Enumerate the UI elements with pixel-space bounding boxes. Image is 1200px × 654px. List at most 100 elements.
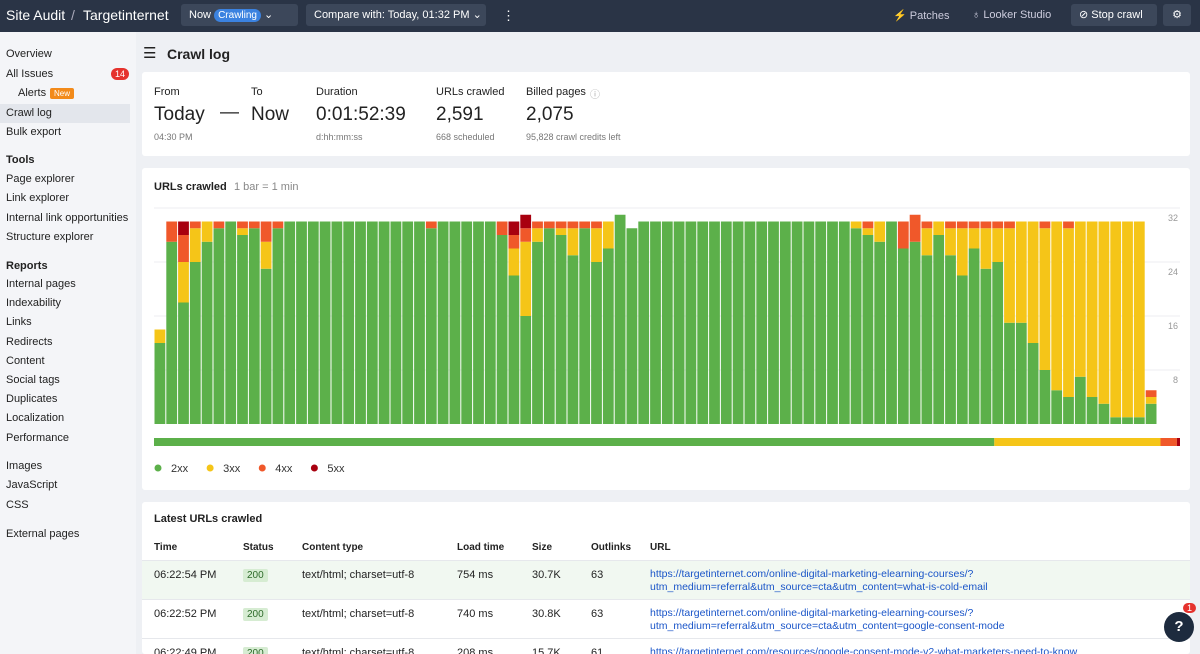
nav-item[interactable]: Links [6,316,32,329]
nav-item-active[interactable]: Crawl log [0,104,130,123]
nav-item[interactable]: JavaScript [6,479,58,492]
bar-segment [461,221,473,424]
table-title: Latest URLs crawled [154,513,263,525]
cell: 740 ms [457,608,494,620]
more-menu[interactable]: ⋮ [502,8,515,23]
url-link[interactable]: https://targetinternet.com/online-digita… [650,607,1005,632]
bar-segment [296,221,307,424]
nav-item[interactable]: Structure explorer [6,230,94,243]
bar-segment [791,221,803,424]
bar-segment [166,221,178,242]
nav-item[interactable]: Performance [6,431,69,444]
bar-segment [319,221,331,424]
bar-segment [815,221,827,424]
bar-segment [897,221,909,249]
patches[interactable]: ⚡ Patches [893,10,950,22]
bar-segment [886,221,897,424]
bar-segment [272,228,284,424]
bar-segment [425,221,437,229]
bar-segment [284,221,296,424]
bar-segment [956,228,968,276]
bar-segment [591,221,602,229]
column-header: URL [650,542,671,553]
stat-label: URLs crawled [436,86,505,98]
bar-segment [520,316,532,424]
column-header: Outlinks [591,542,632,553]
bar-segment [602,221,614,249]
bar-segment [579,221,591,229]
url-link[interactable]: https://targetinternet.com/online-digita… [650,568,988,593]
menu-icon[interactable]: ☰ [143,45,157,62]
nav-item[interactable]: Indexability [6,297,62,310]
bar-segment [850,221,862,229]
bar-segment [862,228,874,235]
project-name[interactable]: Targetinternet [83,7,169,23]
now-button[interactable]: Now Crawling ⌄ [181,4,298,26]
status-badge: 200 [243,647,268,654]
crawling-badge: Crawling [214,9,261,22]
bar-segment [1063,397,1074,424]
column-header: Content type [302,542,364,553]
bar-segment [496,235,508,424]
bar-segment [1145,390,1157,397]
nav-item[interactable]: Images [6,460,43,472]
bar-segment [201,221,213,242]
bar-segment [591,262,602,424]
bar-segment [154,343,166,424]
looker-studio[interactable]: ♁ Looker Studio [972,9,1052,21]
bar-segment [543,221,555,229]
compare-button[interactable]: Compare with: Today, 01:32 PM ⌄ [306,4,486,26]
cell: 63 [591,569,604,581]
nav-item[interactable]: Content [6,354,45,367]
patches-label: Patches [909,10,950,22]
column-header: Time [154,542,178,553]
bar-segment [543,228,555,424]
bar-segment [1110,417,1122,424]
bar-segment [213,221,225,229]
nav-item[interactable]: Page explorer [6,173,75,185]
bar-segment [980,221,992,229]
legend-swatch [206,464,214,472]
info-icon[interactable]: ⓘ [590,90,600,101]
bar-segment [602,248,614,424]
bar-segment [933,235,945,424]
nav-item[interactable]: Internal link opportunities [6,211,129,224]
bar-segment [473,221,484,424]
nav-item[interactable]: Redirects [6,335,53,348]
nav-item[interactable]: Alerts [18,87,47,99]
bar-segment [709,221,720,424]
help-button[interactable]: ? [1164,612,1194,642]
settings[interactable]: ⚙ [1163,4,1191,26]
nav-item[interactable]: All Issues [6,68,54,80]
bar-segment [532,241,543,424]
bar-segment [779,221,791,424]
bar-segment [555,228,567,235]
stop-crawl[interactable]: ⊘ Stop crawl [1071,4,1157,26]
nav-item[interactable]: Social tags [6,374,60,386]
nav-heading: Tools [6,154,35,166]
bar-segment [732,221,744,424]
bar-segment [909,214,921,242]
bar-segment [484,221,496,424]
nav-item[interactable]: CSS [6,498,29,511]
cell: 63 [591,608,604,620]
url-link[interactable]: https://targetinternet.com/resources/goo… [650,646,1078,654]
y-tick-label: 16 [1168,321,1178,331]
nav-item[interactable]: Internal pages [6,278,76,290]
bar-segment [1039,221,1051,229]
nav-heading: Reports [6,260,48,272]
nav-item[interactable]: Localization [6,412,65,425]
nav-item[interactable]: External pages [6,528,80,540]
stat-label: Billed pages [526,86,586,98]
nav-item[interactable]: Overview [6,48,52,60]
legend-label: 3xx [223,463,241,475]
nav-item[interactable]: Link explorer [6,192,69,205]
bar-segment [697,221,709,424]
bar-segment [579,228,591,424]
bar-segment [508,235,520,249]
bar-segment [591,228,602,262]
table-card: Latest URLs crawled Time Status Content ty… [142,502,1190,654]
cell: 30.8K [532,608,561,620]
nav-item[interactable]: Bulk export [6,126,62,138]
nav-item[interactable]: Duplicates [6,393,58,406]
